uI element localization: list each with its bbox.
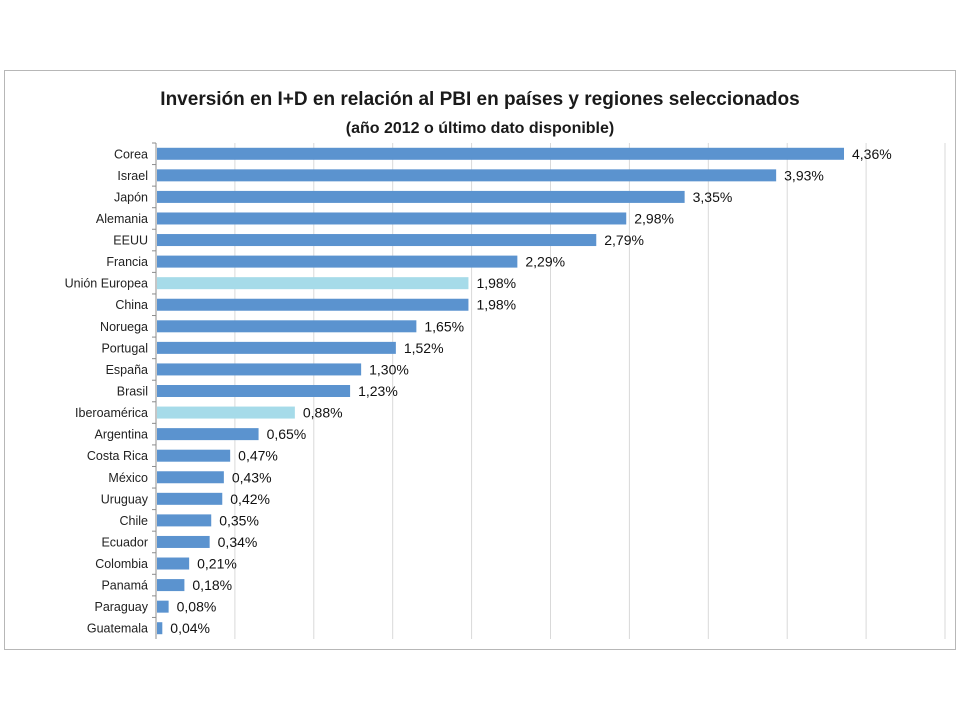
category-label: Panamá: [101, 579, 148, 593]
category-label: EEUU: [113, 234, 148, 248]
category-label: Colombia: [95, 557, 148, 571]
bar-15: [157, 471, 224, 484]
value-label: 1,98%: [476, 275, 516, 291]
value-label: 0,35%: [219, 512, 259, 528]
bar-12: [157, 406, 295, 419]
category-label: Noruega: [100, 320, 148, 334]
category-label: Argentina: [94, 428, 148, 442]
value-label: 1,65%: [424, 318, 464, 334]
category-label: Ecuador: [101, 535, 148, 549]
labels: Corea 4,36% Israel 3,93% Japón 3,35% Alemania 2…: [65, 146, 892, 636]
value-label: 0,42%: [230, 491, 270, 507]
bar-4: [157, 234, 597, 247]
value-label: 4,36%: [852, 146, 892, 162]
value-label: 3,35%: [693, 189, 733, 205]
value-label: 0,04%: [170, 620, 210, 636]
bar-0: [157, 147, 845, 160]
value-label: 0,18%: [192, 577, 232, 593]
category-label: Guatemala: [87, 622, 148, 636]
bar-2: [157, 190, 685, 203]
category-label: Costa Rica: [87, 449, 148, 463]
bar-17: [157, 514, 212, 527]
category-label: España: [106, 363, 148, 377]
chart-title: Inversión en I+D en relación al PBI en p…: [160, 89, 799, 110]
bar-13: [157, 428, 259, 441]
bar-6: [157, 277, 469, 290]
bar-7: [157, 298, 469, 311]
value-label: 0,47%: [238, 448, 278, 464]
category-label: Portugal: [101, 341, 148, 355]
category-label: Unión Europea: [65, 277, 148, 291]
bar-1: [157, 169, 777, 182]
value-label: 1,52%: [404, 340, 444, 356]
value-label: 0,21%: [197, 556, 237, 572]
bars: [157, 147, 845, 635]
category-label: Alemania: [96, 212, 148, 226]
category-label: Brasil: [117, 385, 148, 399]
category-label: Corea: [114, 147, 148, 161]
bar-21: [157, 600, 169, 613]
category-label: México: [108, 471, 148, 485]
bar-22: [157, 622, 163, 635]
value-label: 2,79%: [604, 232, 644, 248]
value-label: 2,29%: [525, 254, 565, 270]
category-label: Paraguay: [94, 600, 148, 614]
value-label: 3,93%: [784, 167, 824, 183]
bar-chart: Inversión en I+D en relación al PBI en p…: [65, 89, 946, 639]
bar-9: [157, 341, 396, 354]
bar-11: [157, 385, 351, 397]
bar-8: [157, 320, 417, 333]
bar-5: [157, 255, 518, 268]
value-label: 0,88%: [303, 405, 343, 421]
value-label: 0,43%: [232, 469, 272, 485]
bar-3: [157, 212, 627, 225]
value-label: 0,65%: [267, 426, 307, 442]
value-label: 2,98%: [634, 210, 674, 226]
bar-18: [157, 535, 210, 548]
category-label: Uruguay: [101, 492, 149, 506]
chart-subtitle: (año 2012 o último dato disponible): [346, 120, 614, 137]
category-label: Japón: [114, 190, 148, 204]
category-label: Israel: [117, 169, 148, 183]
category-label: Iberoamérica: [75, 406, 148, 420]
value-label: 1,30%: [369, 361, 409, 377]
bar-16: [157, 492, 223, 505]
category-label: Chile: [120, 514, 149, 528]
bar-19: [157, 557, 190, 570]
value-label: 0,34%: [218, 534, 258, 550]
bar-20: [157, 579, 185, 592]
value-label: 1,23%: [358, 383, 398, 399]
gridlines: [152, 142, 946, 639]
bar-10: [157, 363, 362, 376]
value-label: 1,98%: [476, 297, 516, 313]
chart-frame: Inversión en I+D en relación al PBI en p…: [4, 70, 956, 650]
bar-14: [157, 449, 231, 462]
category-label: Francia: [106, 255, 148, 269]
value-label: 0,08%: [177, 599, 217, 615]
category-label: China: [115, 298, 148, 312]
